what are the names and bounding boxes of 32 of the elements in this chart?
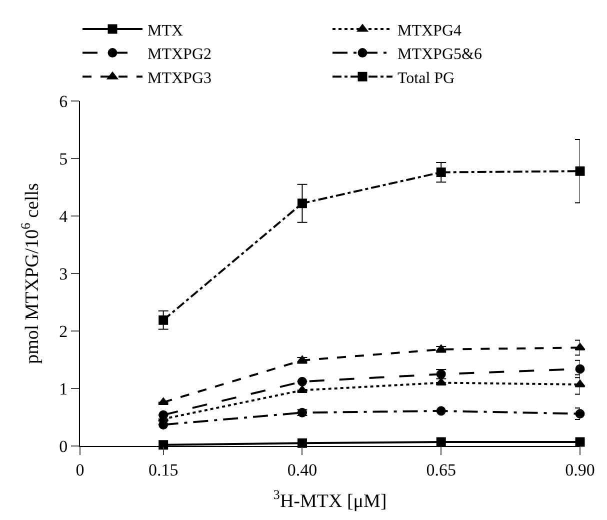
legend-label: MTXPG2 xyxy=(148,46,212,64)
point xyxy=(158,315,168,325)
point xyxy=(436,168,446,178)
y-tick-label: 3 xyxy=(59,264,68,284)
point xyxy=(436,437,446,447)
x-tick-label: 0.65 xyxy=(426,460,456,480)
point xyxy=(297,376,307,386)
y-tick-label: 4 xyxy=(59,206,68,226)
point xyxy=(574,342,586,350)
point xyxy=(158,410,168,420)
legend-label: MTXPG5&6 xyxy=(398,46,482,64)
point xyxy=(297,198,307,208)
point xyxy=(436,406,446,416)
x-tick-label: 0 xyxy=(76,460,84,480)
y-tick-label: 6 xyxy=(59,92,68,111)
point xyxy=(574,380,586,388)
legend-label: MTX xyxy=(148,22,184,40)
point xyxy=(297,438,307,448)
y-tick-label: 0 xyxy=(59,436,68,456)
x-tick-label: 0.40 xyxy=(287,460,318,480)
x-tick-label: 0.90 xyxy=(565,460,595,480)
legend-label: Total PG xyxy=(398,70,456,87)
x-axis-title: $^{3}$H-MTX [μM] xyxy=(273,487,387,512)
point xyxy=(575,437,585,447)
x-tick-label: 0.15 xyxy=(148,460,178,480)
point xyxy=(575,364,585,374)
point xyxy=(575,166,585,176)
y-tick-label: 1 xyxy=(59,379,68,398)
legend-label: MTXPG4 xyxy=(398,22,462,40)
legend-label: MTXPG3 xyxy=(148,70,212,87)
y-tick-label: 2 xyxy=(59,322,68,341)
y-tick-label: 5 xyxy=(59,149,68,168)
